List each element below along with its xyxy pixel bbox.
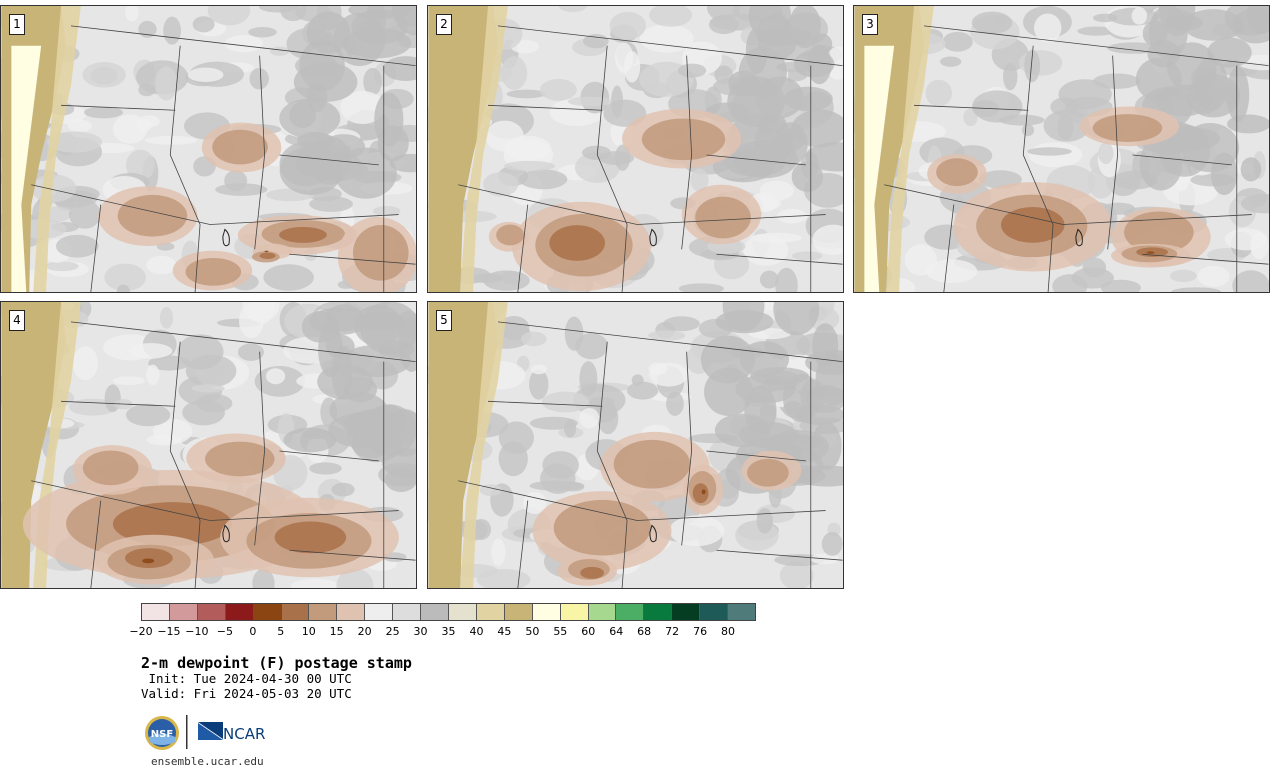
colorbar-tick-label: 64 — [609, 625, 624, 638]
panel-number-3: 3 — [862, 14, 878, 35]
colorbar-tick-label: 60 — [581, 625, 596, 638]
nsf-logo-icon: NSF — [145, 716, 179, 750]
colorbar-tick-label: 35 — [441, 625, 456, 638]
colorbar-tick-label: −5 — [216, 625, 233, 638]
ncar-logo-icon: NCAR — [198, 722, 265, 743]
map-panel-4: 4 — [0, 301, 417, 589]
map-panel-5: 5 — [427, 301, 844, 589]
logos: NSF NCAR — [143, 712, 273, 754]
colorbar-tick-label: 68 — [637, 625, 652, 638]
colorbar-tick-label: −10 — [185, 625, 209, 638]
colorbar-tick-label: −15 — [157, 625, 181, 638]
colorbar-swatch — [671, 604, 700, 620]
colorbar-swatch — [643, 604, 672, 620]
dewpoint-map-5 — [428, 302, 843, 588]
colorbar-swatch — [364, 604, 393, 620]
panel-number-4: 4 — [9, 310, 25, 331]
colorbar-ticks: −20 −15 −10 −5 0 5 10 15 20 25 30 35 40 45 50 55 60 64 68 7… — [129, 625, 756, 639]
dewpoint-map-2 — [428, 6, 843, 292]
colorbar-swatch — [587, 604, 616, 620]
colorbar-tick-label: 20 — [357, 625, 372, 638]
colorbar-swatch — [615, 604, 644, 620]
colorbar-tick-label: 72 — [665, 625, 680, 638]
colorbar-swatch — [392, 604, 421, 620]
colorbar-tick-label: 76 — [693, 625, 708, 638]
colorbar-tick-label: 30 — [413, 625, 428, 638]
map-panel-3: 3 — [853, 5, 1270, 293]
colorbar-tick-label: 55 — [553, 625, 568, 638]
colorbar-swatch — [196, 604, 225, 620]
colorbar-swatch — [280, 604, 309, 620]
colorbar-swatch — [699, 604, 728, 620]
colorbar-swatch — [142, 604, 169, 620]
colorbar-swatch — [336, 604, 365, 620]
colorbar-tick-label: 45 — [497, 625, 512, 638]
colorbar-swatch — [224, 604, 253, 620]
map-panel-1: 1 — [0, 5, 417, 293]
colorbar-tick-label: 80 — [721, 625, 736, 638]
colorbar-tick-label: 40 — [469, 625, 484, 638]
colorbar-swatch — [531, 604, 560, 620]
svg-text:NSF: NSF — [151, 729, 173, 740]
colorbar-swatch — [727, 604, 755, 620]
colorbar — [141, 603, 756, 621]
colorbar-swatch — [308, 604, 337, 620]
dewpoint-map-1 — [1, 6, 416, 292]
panel-number-5: 5 — [436, 310, 452, 331]
panel-number-2: 2 — [436, 14, 452, 35]
colorbar-tick-label: −20 — [129, 625, 153, 638]
colorbar-swatch — [168, 604, 197, 620]
colorbar-swatch — [447, 604, 476, 620]
colorbar-tick-label: 5 — [277, 625, 285, 638]
colorbar-tick-label: 25 — [385, 625, 400, 638]
valid-time: Valid: Fri 2024-05-03 20 UTC — [141, 686, 352, 701]
panel-number-1: 1 — [9, 14, 25, 35]
svg-text:NCAR: NCAR — [223, 725, 265, 743]
dewpoint-map-4 — [1, 302, 416, 588]
colorbar-swatch — [503, 604, 532, 620]
colorbar-tick-label: 0 — [249, 625, 257, 638]
plot-title: 2-m dewpoint (F) postage stamp — [141, 654, 412, 672]
colorbar-swatch — [559, 604, 588, 620]
dewpoint-map-3 — [854, 6, 1269, 292]
map-panel-2: 2 — [427, 5, 844, 293]
colorbar-swatch — [252, 604, 281, 620]
colorbar-swatch — [420, 604, 448, 620]
colorbar-tick-label: 10 — [301, 625, 316, 638]
init-time: Init: Tue 2024-04-30 00 UTC — [141, 671, 352, 686]
footer-url: ensemble.ucar.edu — [151, 755, 264, 768]
colorbar-swatch — [475, 604, 504, 620]
colorbar-tick-label: 15 — [329, 625, 344, 638]
colorbar-tick-label: 50 — [525, 625, 540, 638]
